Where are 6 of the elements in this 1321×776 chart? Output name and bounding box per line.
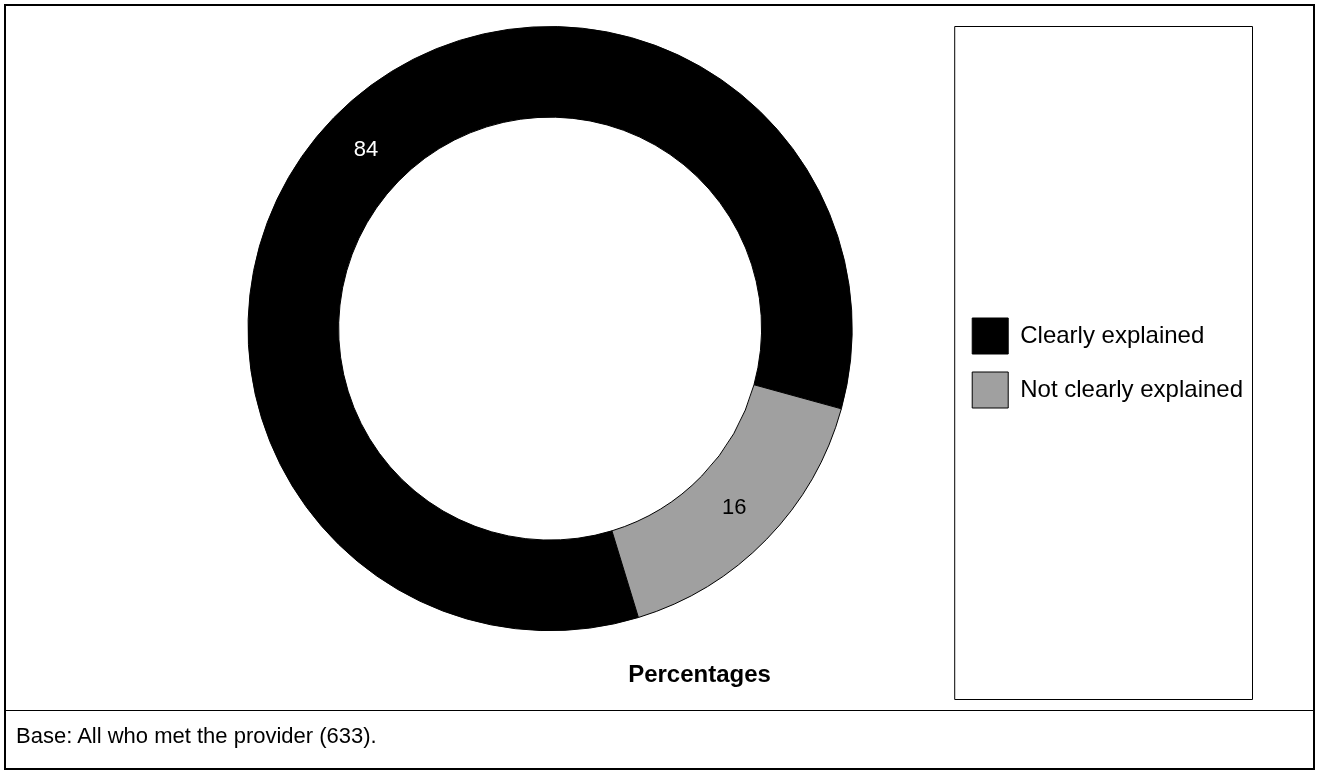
data-label: 16 <box>721 493 747 519</box>
text: Base: All who met the provider (633). <box>16 723 378 749</box>
text: Percentages <box>628 660 771 688</box>
data-label: 84 <box>353 135 379 161</box>
legend-label: Not clearly explained <box>1020 374 1244 402</box>
legend-label: Clearly explained <box>1020 320 1205 348</box>
